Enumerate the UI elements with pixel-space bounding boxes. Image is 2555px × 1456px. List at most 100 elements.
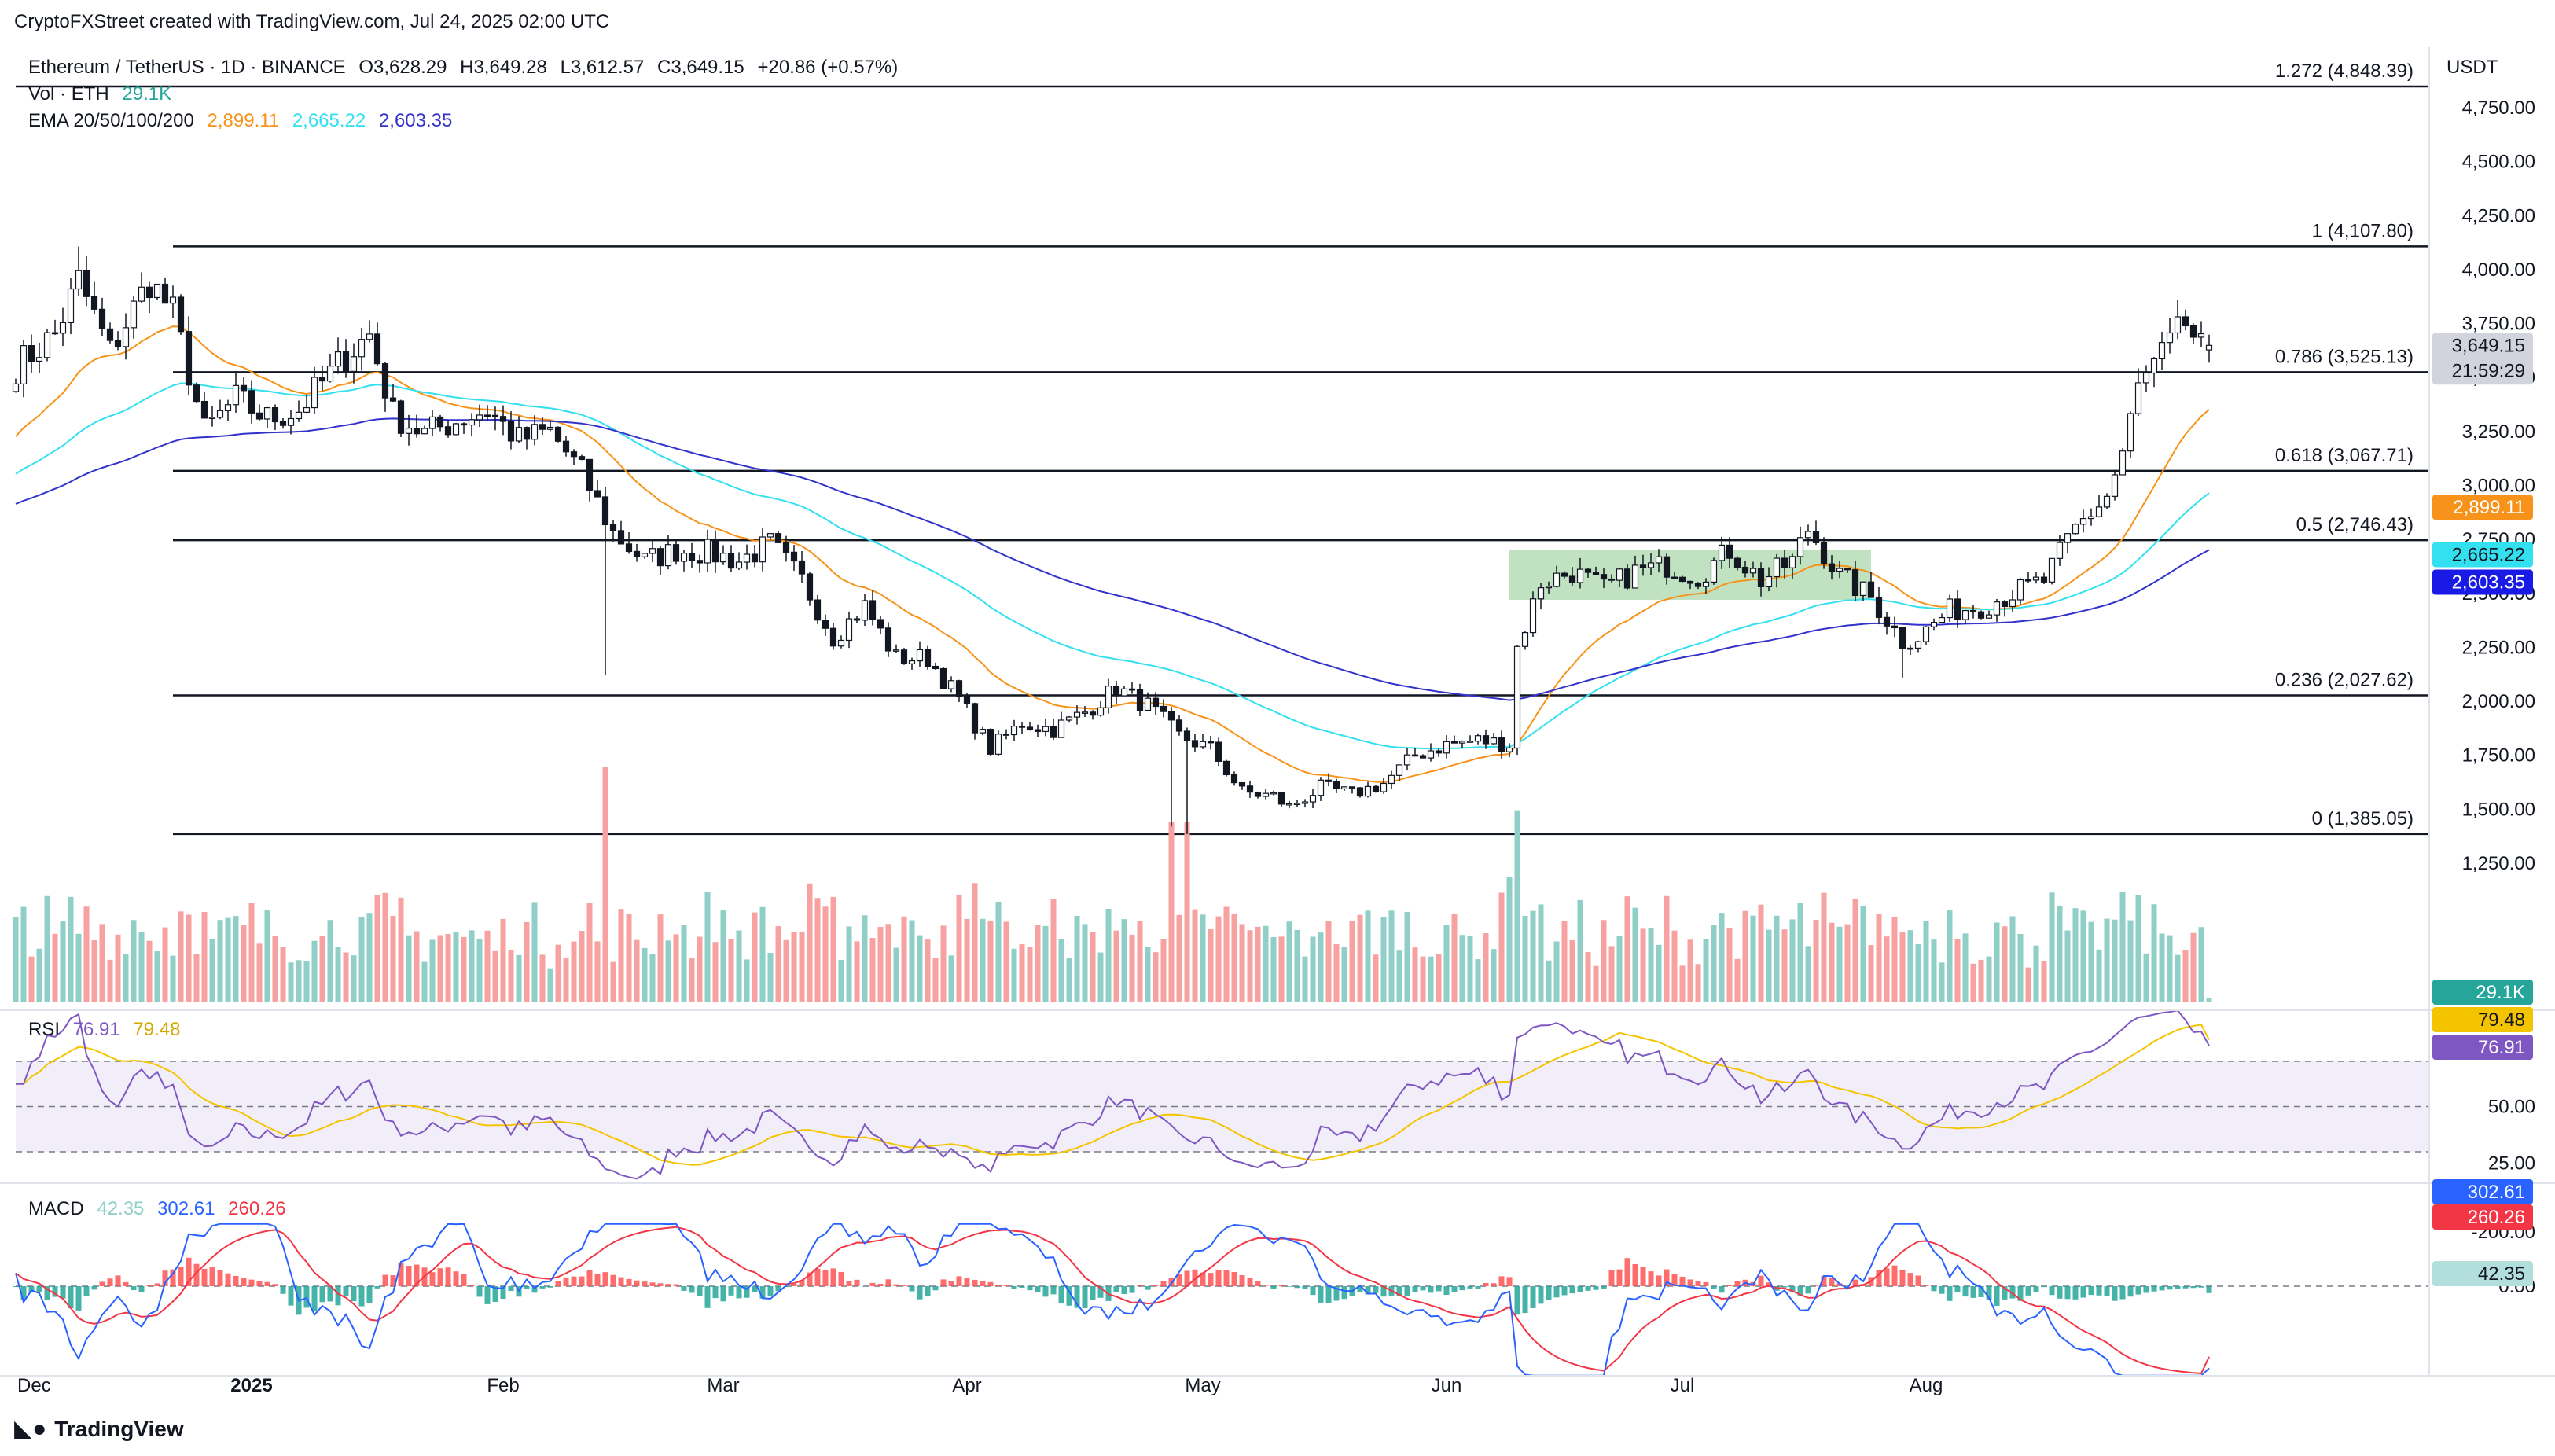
candle-body (955, 680, 963, 697)
time-axis[interactable]: Dec 2025 Feb Mar Apr May Jun Jul Aug (17, 1375, 1943, 1396)
candle-body (932, 665, 939, 670)
volume-bar (697, 936, 703, 1002)
volume-bar (476, 938, 483, 1002)
candle-body (2016, 579, 2024, 601)
macd-hist-bar (414, 1264, 420, 1286)
candle-body (766, 533, 774, 538)
ema-legend[interactable]: EMA 20/50/100/200 2,899.11 2,665.22 2,60… (28, 110, 452, 132)
volume-bar (1593, 965, 1599, 1002)
macd-hist-bar (885, 1279, 891, 1286)
volume-bar (2009, 916, 2016, 1002)
fib-label-6: 0 (1,385.05) (2312, 808, 2413, 829)
macd-hist-bar (1050, 1286, 1057, 1295)
volume-bar (752, 912, 758, 1002)
fib-label-0: 1.272 (4,848.39) (2275, 61, 2413, 82)
macd-hist-bar (1074, 1286, 1080, 1308)
currency-label[interactable]: USDT (2447, 57, 2498, 78)
candle-body (633, 550, 641, 557)
candle-body (1655, 556, 1663, 564)
macd-hist-bar (689, 1286, 695, 1293)
volume-bar (1215, 916, 1222, 1002)
volume-bar (932, 958, 939, 1002)
candle-body (358, 339, 366, 358)
time-tick-label: Apr (952, 1375, 981, 1396)
macd-hist-bar (1310, 1286, 1316, 1296)
volume-bar (1947, 910, 1953, 1002)
candle-body (751, 553, 759, 563)
volume-bar (704, 892, 711, 1002)
symbol-legend[interactable]: Ethereum / TetherUS · 1D · BINANCE O3,62… (28, 57, 898, 79)
macd-hist-bar (461, 1274, 467, 1286)
volume-bar (1656, 944, 1662, 1002)
volume-bar (1459, 935, 1465, 1002)
macd-hist-bar (657, 1283, 664, 1286)
macd-hist-bar (594, 1273, 601, 1286)
candle-body (43, 332, 51, 358)
candle-body (1348, 786, 1356, 789)
volume-bar (162, 927, 168, 1002)
candle-body (1505, 747, 1513, 752)
tradingview-brand[interactable]: ◣● TradingView (14, 1415, 184, 1443)
volume-bar (1137, 921, 1143, 1002)
candle-body (2142, 372, 2150, 384)
candlesticks[interactable] (12, 246, 2213, 834)
volume-bar (2182, 950, 2189, 1002)
volume-bar (1223, 906, 1230, 1002)
macd-hist-bar (2206, 1286, 2212, 1293)
candle-body (1568, 575, 1576, 583)
macd-hist-bar (909, 1286, 915, 1292)
volume-badge: 29.1K (2476, 982, 2525, 1003)
macd-hist-bar (1223, 1270, 1230, 1286)
candle-body (1222, 760, 1230, 776)
price-tick-label: 4,750.00 (2462, 97, 2535, 119)
candle-body (1985, 614, 1993, 619)
volume-bar (327, 920, 333, 1002)
macd-hist-bar (217, 1270, 223, 1286)
candle-body (1671, 576, 1678, 579)
volume-bar (1758, 904, 1764, 1002)
signal-line (15, 1226, 2210, 1374)
rsi-badge-bg (2432, 1035, 2533, 1060)
volume-bar (689, 958, 695, 1002)
volume-bar (838, 959, 844, 1002)
rsi-legend[interactable]: RSI 76.91 79.48 (28, 1019, 180, 1041)
macd-hist-bar (807, 1272, 813, 1286)
macd-legend[interactable]: MACD 42.35 302.61 260.26 (28, 1198, 286, 1220)
volume-bar (987, 920, 994, 1002)
volume-legend[interactable]: Vol · ETH 29.1K (28, 83, 171, 105)
ema50-value: 2,665.22 (292, 110, 366, 131)
macd-hist-bar (2009, 1286, 2016, 1299)
volume-bar (398, 897, 404, 1002)
macd-hist-bar (2159, 1286, 2165, 1291)
volume-bar (626, 914, 632, 1002)
candle-body (200, 400, 208, 419)
volume-bar (1310, 936, 1316, 1002)
volume-bar (178, 911, 184, 1002)
last-price-badge-bg (2432, 333, 2533, 385)
volume-bar (948, 955, 954, 1002)
candle-body (798, 560, 806, 575)
macd-hist-bar (1082, 1286, 1088, 1308)
macd-hist-bar (987, 1281, 994, 1286)
candle-body (853, 618, 861, 621)
volume-bar (296, 960, 302, 1002)
volume-bar (1978, 959, 1984, 1002)
volume-bar (1750, 915, 1756, 1002)
macd-hist-bar (2049, 1286, 2055, 1296)
volume-bar (586, 903, 593, 1002)
volume-bar (382, 892, 388, 1002)
candle-body (2072, 524, 2079, 535)
candle-body (994, 734, 1002, 755)
macd-hist-bar (1129, 1286, 1135, 1293)
candle-body (153, 283, 161, 299)
macd-hist-bar (398, 1262, 404, 1286)
volume-bar (311, 940, 318, 1002)
time-tick-label: Dec (17, 1375, 51, 1396)
volume-bar (2096, 949, 2102, 1002)
candle-body (1128, 688, 1136, 691)
volume-bar (1561, 921, 1568, 1002)
volume-bar (1624, 896, 1630, 1002)
volume-bar (940, 925, 947, 1002)
candle-body (1733, 557, 1741, 568)
